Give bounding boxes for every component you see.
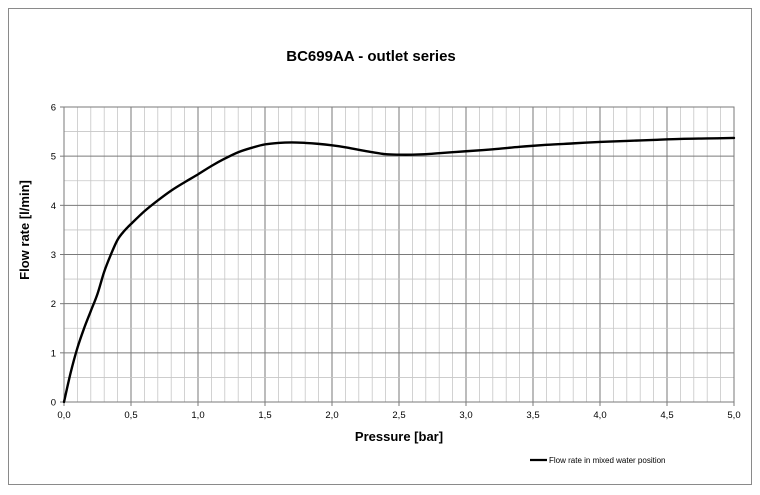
legend: Flow rate in mixed water position [530,456,666,465]
y-tick-label: 4 [51,201,56,212]
y-tick-label: 3 [51,250,56,261]
x-tick-label: 0,0 [57,410,70,421]
y-tick-label: 2 [51,299,56,310]
x-tick-label: 4,0 [593,410,606,421]
x-tick-label: 3,5 [526,410,539,421]
x-tick-label: 3,0 [459,410,472,421]
series-line-flow-rate [62,136,736,404]
chart-title: BC699AA - outlet series [286,48,456,65]
x-tick-label: 1,5 [258,410,271,421]
x-tick-label: 2,5 [392,410,405,421]
series-layer [62,136,736,404]
y-tick-label: 6 [51,103,56,114]
x-ticks: 0,0 0,5 1,0 1,5 2,0 2,5 3,0 3,5 4,0 4,5 5,0 [57,402,741,421]
x-tick-label: 4,5 [660,410,673,421]
y-tick-label: 1 [51,348,56,359]
x-tick-label: 0,5 [124,410,137,421]
x-tick-label: 2,0 [325,410,338,421]
x-tick-label: 5,0 [727,410,740,421]
y-tick-label: 0 [51,398,56,409]
grid [64,107,734,402]
y-axis-title: Flow rate [l/min] [17,180,32,280]
x-axis-title: Pressure [bar] [355,429,443,444]
y-ticks: 0 1 2 3 4 5 6 [51,103,64,409]
chart-frame [8,8,752,485]
x-tick-label: 1,0 [191,410,204,421]
legend-label: Flow rate in mixed water position [549,456,666,465]
y-tick-label: 5 [51,152,56,163]
